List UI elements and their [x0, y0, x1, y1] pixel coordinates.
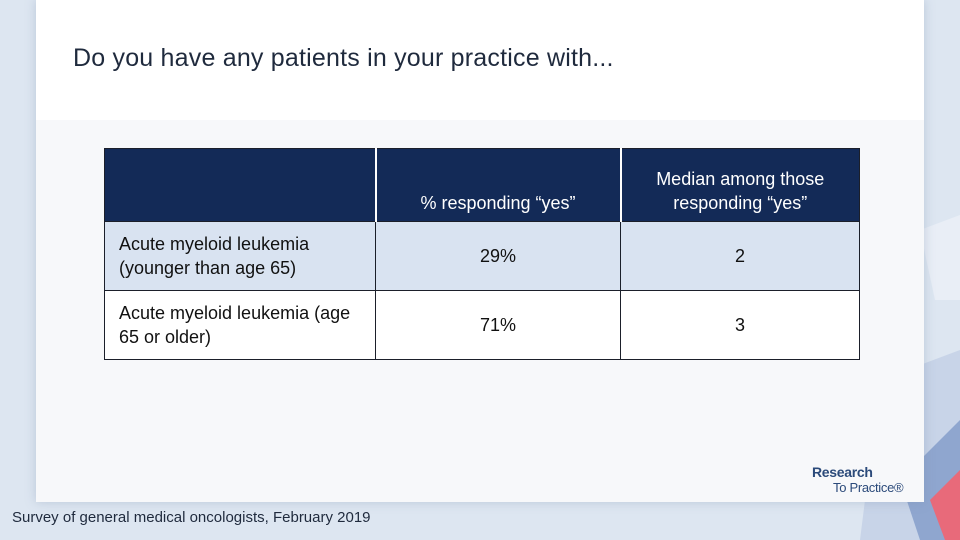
survey-results-table: % responding “yes” Median among those re…	[104, 148, 860, 360]
title-band	[36, 0, 924, 120]
slide-title: Do you have any patients in your practic…	[73, 44, 614, 72]
footnote: Survey of general medical oncologists, F…	[12, 509, 371, 526]
header-cell-blank	[104, 148, 377, 222]
table-row: Acute myeloid leukemia (younger than age…	[104, 221, 860, 291]
percent-yes-value: 29%	[375, 221, 621, 291]
table-header-row: % responding “yes” Median among those re…	[104, 148, 860, 222]
header-cell-median: Median among those responding “yes”	[620, 148, 860, 222]
percent-yes-value: 71%	[375, 290, 621, 360]
logo-line-1: Research	[812, 464, 873, 480]
row-label: Acute myeloid leukemia (age 65 or older)	[104, 290, 376, 360]
row-label: Acute myeloid leukemia (younger than age…	[104, 221, 376, 291]
header-cell-percent-yes: % responding “yes”	[375, 148, 622, 222]
research-to-practice-logo: Research To Practice®	[812, 464, 922, 498]
logo-line-2: To Practice®	[833, 480, 904, 495]
median-value: 3	[620, 290, 860, 360]
median-value: 2	[620, 221, 860, 291]
table-row: Acute myeloid leukemia (age 65 or older)…	[104, 290, 860, 360]
